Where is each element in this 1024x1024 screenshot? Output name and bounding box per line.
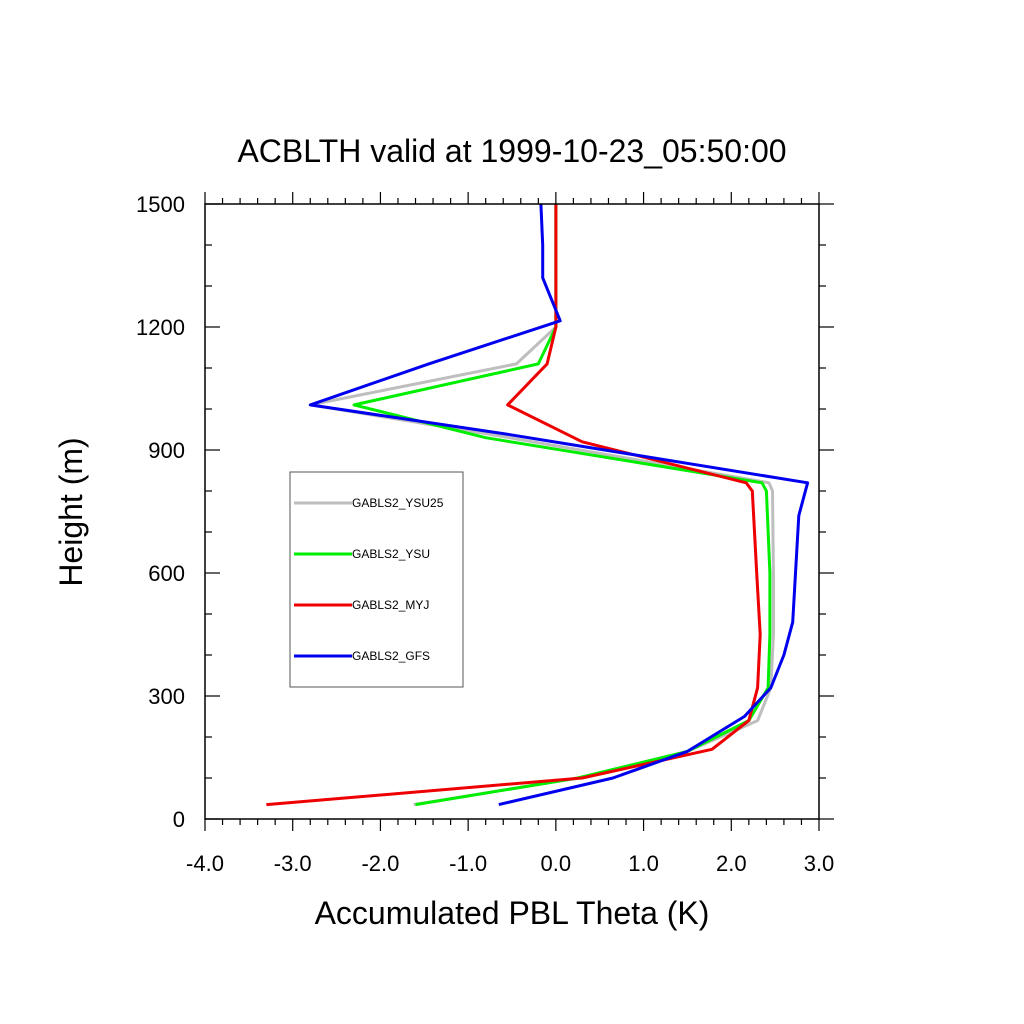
x-axis-label: Accumulated PBL Theta (K): [315, 895, 710, 931]
y-tick-label: 300: [148, 684, 185, 709]
y-tick-label: 900: [148, 438, 185, 463]
x-tick-label: 0.0: [541, 851, 572, 876]
x-tick-label: -2.0: [361, 851, 399, 876]
x-tick-label: -1.0: [449, 851, 487, 876]
plot-frame: [204, 203, 820, 820]
chart-title: ACBLTH valid at 1999-10-23_05:50:00: [237, 133, 786, 169]
x-tick-label: 3.0: [804, 851, 835, 876]
x-tick-label: -4.0: [186, 851, 224, 876]
tick-labels: -4.0 -3.0 -2.0 -1.0 0.0 1.0 2.0 3.0 0 300 600 900 12…: [136, 192, 834, 876]
x-tick-label: 2.0: [716, 851, 747, 876]
series-line-gabls2-gfs: [308, 203, 810, 807]
legend: GABLS2_YSU25 GABLS2_YSU GABLS2_MYJ GABLS2_G…: [289, 471, 464, 688]
y-tick-label: 1200: [136, 315, 185, 340]
series-line-gabls2-ysu: [352, 204, 772, 807]
y-tick-label: 1500: [136, 192, 185, 217]
series-line-gabls2-myj: [266, 204, 762, 807]
y-tick-label: 0: [173, 807, 185, 832]
legend-label: GABLS2_YSU: [352, 547, 430, 561]
axis-ticks: [204, 192, 834, 831]
y-axis-label: Height (m): [53, 437, 89, 586]
x-tick-label: -3.0: [274, 851, 312, 876]
y-tick-label: 600: [148, 561, 185, 586]
series-lines: [266, 203, 810, 807]
legend-label: GABLS2_GFS: [352, 649, 430, 663]
legend-box: [289, 471, 464, 688]
legend-label: GABLS2_MYJ: [352, 598, 429, 612]
x-tick-label: 1.0: [628, 851, 659, 876]
legend-label: GABLS2_YSU25: [352, 496, 444, 510]
